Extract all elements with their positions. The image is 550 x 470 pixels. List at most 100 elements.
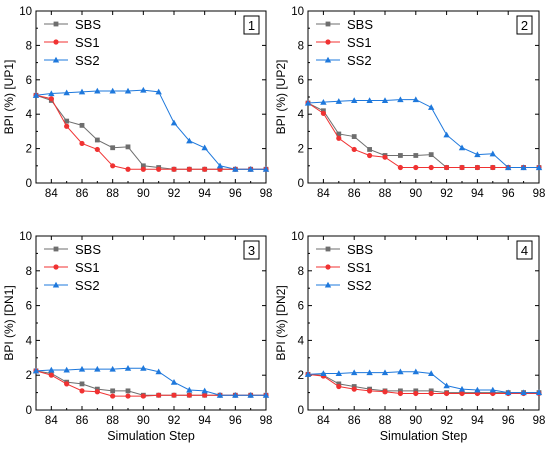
data-point-ss2	[48, 366, 55, 373]
plot-frame	[35, 235, 267, 411]
data-point-ss1	[444, 390, 450, 397]
x-tick-label: 96	[229, 188, 242, 200]
data-point-ss1	[459, 390, 465, 397]
data-point-ss2	[155, 88, 162, 95]
plot-frame	[35, 10, 267, 184]
x-tick-label: 92	[440, 188, 453, 200]
data-point-ss2	[535, 389, 543, 396]
x-tick-label: 98	[533, 415, 546, 427]
x-tick-label: 92	[440, 415, 453, 427]
panel-label: 4	[521, 243, 528, 258]
data-point-ss2	[443, 382, 450, 389]
data-point-ss2	[201, 387, 208, 394]
legend-marker	[324, 281, 332, 288]
legend-label: SS2	[75, 278, 100, 293]
data-point-ss1	[140, 393, 146, 399]
data-point-ss1	[94, 146, 100, 153]
data-point-ss2	[63, 89, 70, 96]
data-point-ss1	[110, 393, 116, 399]
data-point-ss2	[412, 368, 419, 375]
data-point-ss2	[124, 87, 132, 94]
data-point-ss2	[63, 366, 70, 373]
data-point-ss2	[109, 87, 116, 94]
legend-label: SS1	[347, 260, 372, 275]
data-point-sbs	[110, 145, 116, 151]
data-point-ss2	[366, 369, 373, 376]
series-line-ss1	[35, 94, 266, 170]
data-point-sbs	[351, 134, 357, 139]
legend-label: SBS	[347, 242, 373, 257]
legend-label: SBS	[75, 17, 101, 32]
data-point-ss1	[444, 164, 450, 171]
y-axis-label: BPI (%) [DN1]	[2, 285, 16, 360]
series-line-ss1	[35, 370, 266, 397]
series-line-ss1	[307, 102, 539, 169]
data-point-ss2	[335, 370, 342, 377]
data-point-sbs	[94, 386, 100, 392]
data-point-ss2	[262, 392, 270, 398]
data-point-ss2	[109, 365, 116, 372]
data-point-ss2	[140, 86, 147, 93]
y-tick-label: 2	[26, 370, 32, 382]
y-tick-label: 0	[26, 405, 32, 417]
legend-marker	[325, 246, 331, 252]
legend-marker	[324, 56, 332, 63]
legend-marker	[53, 39, 59, 45]
data-point-ss1	[336, 135, 342, 141]
x-tick-label: 86	[348, 188, 361, 200]
legend-label: SS1	[75, 35, 100, 50]
data-point-sbs	[398, 388, 403, 394]
data-point-ss2	[94, 365, 101, 372]
y-tick-label: 0	[26, 178, 32, 190]
panel-label-box	[516, 15, 533, 35]
data-point-ss1	[428, 390, 434, 397]
data-point-ss2	[78, 88, 86, 95]
series-line-ss2	[307, 371, 539, 394]
x-tick-label: 88	[106, 188, 119, 200]
data-point-ss2	[412, 96, 419, 103]
panel-label-box	[243, 15, 260, 35]
panel-label-box	[516, 240, 533, 260]
data-point-ss2	[216, 162, 224, 169]
x-tick-label: 96	[502, 415, 515, 427]
data-point-ss1	[382, 154, 388, 160]
y-tick-label: 6	[26, 301, 32, 313]
x-tick-label: 86	[348, 415, 361, 427]
data-point-ss2	[232, 392, 239, 398]
data-point-ss1	[64, 381, 70, 387]
y-tick-label: 4	[298, 109, 305, 121]
series-line-sbs	[307, 373, 539, 394]
data-point-ss2	[397, 96, 404, 103]
data-point-ss1	[320, 110, 326, 116]
y-axis-label: BPI (%) [UP1]	[2, 60, 16, 135]
y-tick-label: 2	[26, 144, 32, 156]
legend-label: SS2	[75, 53, 100, 68]
data-point-ss1	[79, 388, 85, 394]
x-tick-label: 94	[198, 415, 211, 427]
data-point-ss1	[186, 392, 192, 398]
data-point-sbs	[336, 131, 342, 137]
x-tick-label: 96	[502, 188, 515, 200]
series-line-ss2	[35, 89, 266, 170]
data-point-sbs	[79, 381, 85, 387]
data-point-ss1	[428, 164, 434, 171]
data-point-ss1	[413, 164, 419, 171]
data-point-ss2	[32, 92, 40, 98]
chart-panel-2: 84 86 88 90 92 94 96 98 0 2 4 6 8 10 BPI (%) [UP2] 2 SBS…	[274, 6, 545, 200]
y-tick-label: 0	[298, 405, 304, 417]
chart-panel-1: 84 86 88 90 92 94 96 98 0 2 4 6 8 10 BPI (%) [UP1] 1 SBS…	[2, 6, 272, 200]
data-point-ss2	[186, 386, 193, 393]
data-point-ss2	[320, 370, 327, 377]
data-point-ss2	[201, 144, 208, 151]
y-tick-label: 8	[26, 40, 32, 52]
data-point-ss2	[140, 365, 147, 371]
data-point-sbs	[79, 122, 85, 128]
data-point-ss1	[48, 372, 54, 378]
data-point-ss1	[382, 389, 388, 395]
legend-label: SS1	[347, 35, 372, 50]
panel-label-box	[243, 240, 260, 260]
series-line-sbs	[35, 370, 266, 396]
data-point-ss1	[367, 152, 373, 159]
data-point-ss2	[520, 389, 527, 396]
legend-marker	[53, 21, 59, 27]
